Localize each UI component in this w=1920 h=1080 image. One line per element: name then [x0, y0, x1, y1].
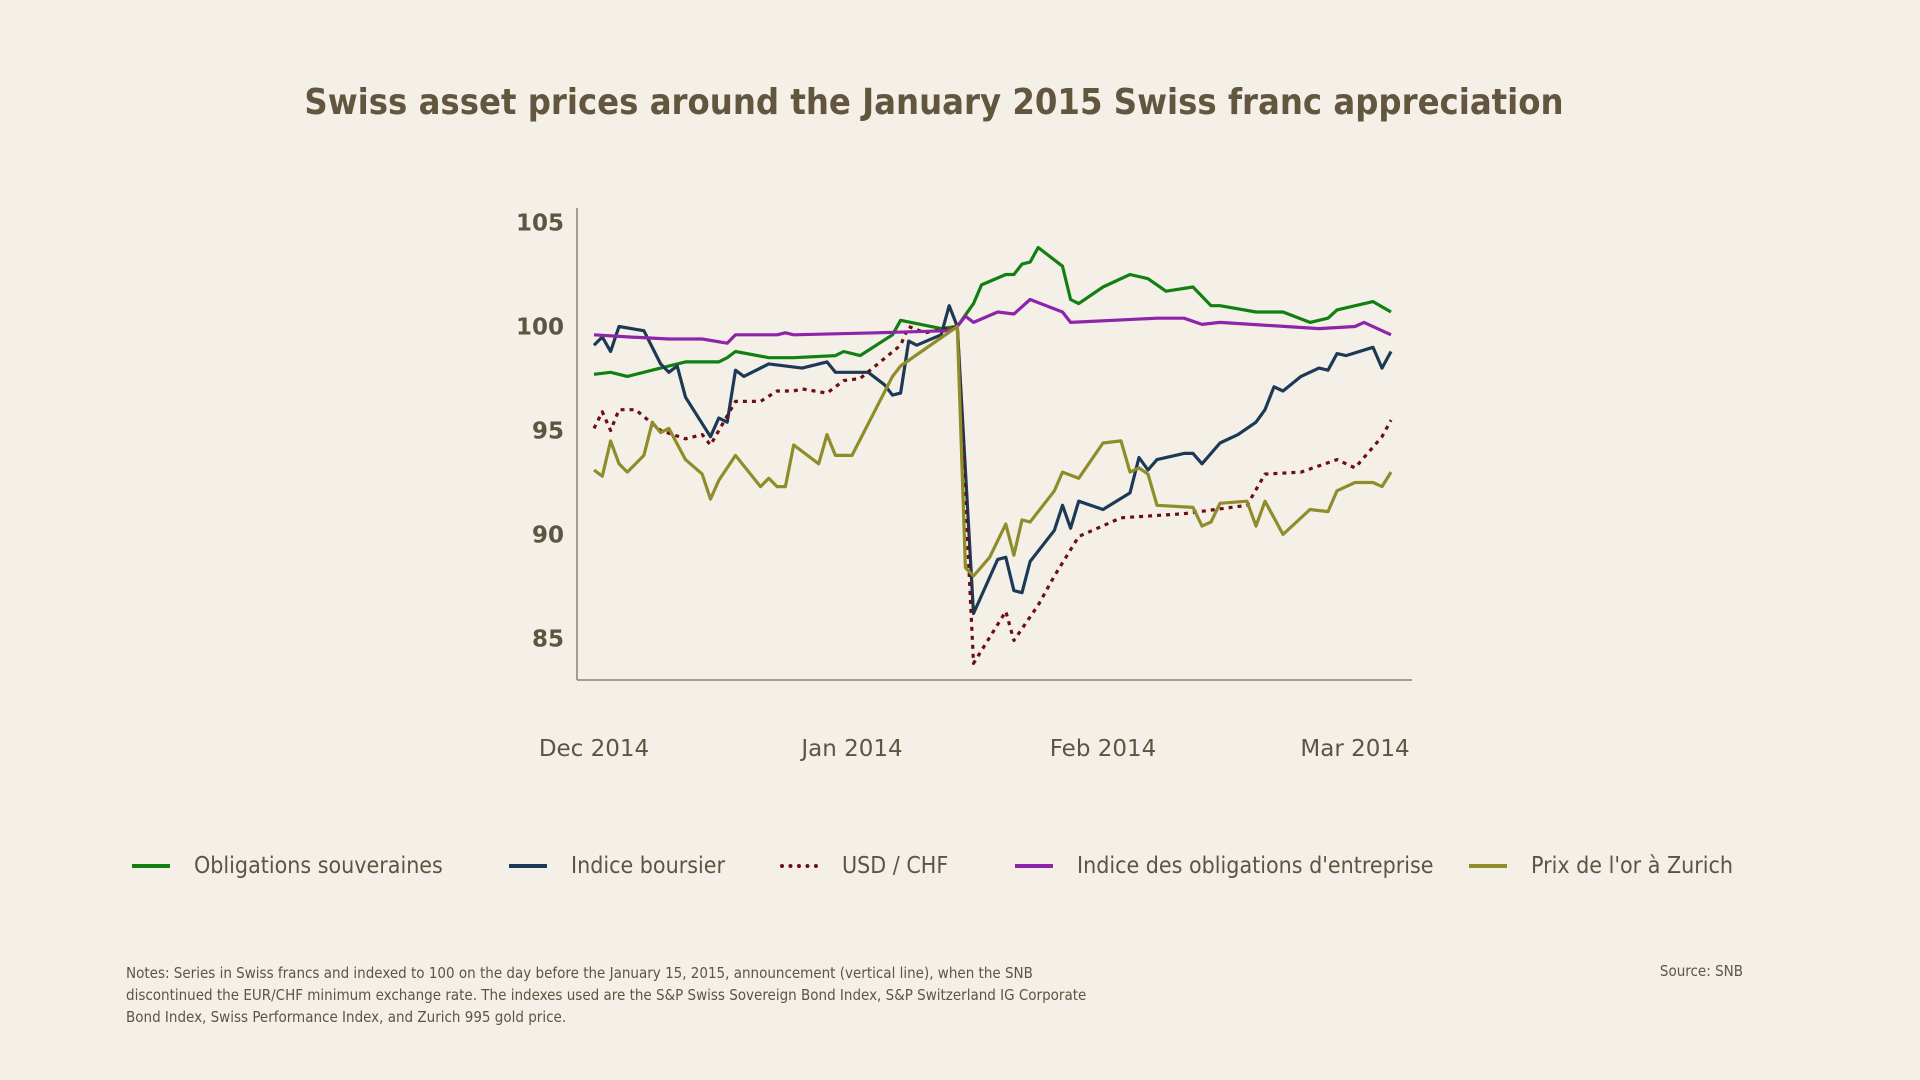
x-tick-label: Feb 2014	[1050, 736, 1157, 762]
y-tick-label: 90	[532, 522, 564, 548]
legend-swatch	[509, 864, 547, 868]
y-tick-labels: 85 90 95 100 105	[516, 211, 564, 653]
legend-item-obligations-entreprise: Indice des obligations d'entreprise	[1015, 848, 1434, 884]
legend-label: Indice des obligations d'entreprise	[1077, 853, 1434, 879]
series-line-indice-boursier	[592, 304, 1393, 616]
legend-swatch	[1469, 864, 1507, 868]
legend-label: Indice boursier	[571, 853, 725, 879]
series-line-obligations-souveraines	[593, 245, 1392, 378]
series-line-prix-de-l-or-zurich	[593, 324, 1393, 578]
legend-swatch	[1015, 864, 1053, 868]
x-tick-label: Dec 2014	[539, 736, 649, 762]
x-tick-label: Mar 2014	[1300, 736, 1409, 762]
axes	[576, 208, 1412, 681]
legend-swatch	[780, 864, 818, 868]
legend-label: Prix de l'or à Zurich	[1531, 853, 1734, 879]
y-tick-label: 105	[516, 211, 564, 237]
legend-label: Obligations souveraines	[194, 853, 443, 879]
legend-item-obligations-souveraines: Obligations souveraines	[132, 848, 443, 884]
x-tick-labels: Dec 2014 Jan 2014 Feb 2014 Mar 2014	[539, 736, 1410, 762]
chart-source: Source: SNB	[1659, 962, 1743, 980]
y-tick-label: 85	[532, 626, 564, 652]
legend-swatch	[132, 864, 170, 868]
series-line-indice-des-obligations-d-entreprise	[593, 297, 1392, 345]
legend-item-indice-boursier: Indice boursier	[509, 848, 725, 884]
chart-title: Swiss asset prices around the January 20…	[304, 82, 1564, 123]
y-tick-label: 95	[532, 418, 564, 444]
chart-notes: Notes: Series in Swiss francs and indexe…	[126, 964, 1087, 1026]
series-lines	[592, 245, 1393, 666]
y-tick-label: 100	[516, 315, 564, 341]
legend-item-usd-chf: USD / CHF	[780, 848, 948, 884]
legend-label: USD / CHF	[842, 853, 949, 879]
legend: Obligations souveraines Indice boursier …	[0, 848, 1920, 884]
x-tick-label: Jan 2014	[799, 736, 902, 762]
legend-item-prix-or: Prix de l'or à Zurich	[1469, 848, 1733, 884]
